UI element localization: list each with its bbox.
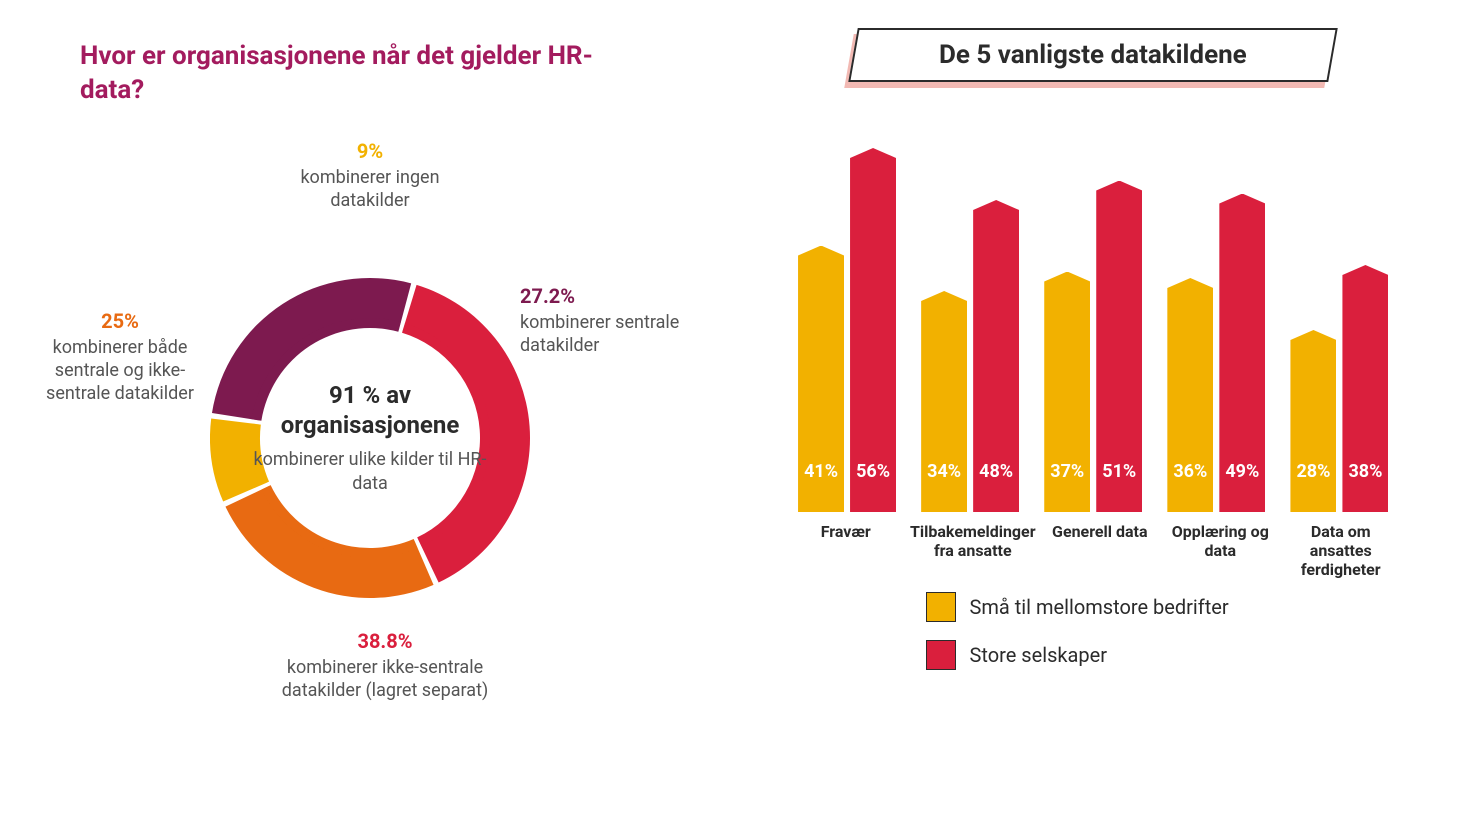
bar-value: 51% xyxy=(1096,461,1142,482)
right-title-box: De 5 vanligste datakildene xyxy=(853,28,1333,82)
bar-value: 34% xyxy=(921,461,967,482)
legend-swatch xyxy=(926,592,956,622)
donut-segment-pct: 27.2% xyxy=(520,283,690,309)
legend-row: Små til mellomstore bedrifter xyxy=(926,592,1432,622)
left-panel: Hvor er organisasjonene når det gjelder … xyxy=(0,0,736,817)
bar-large: 49% xyxy=(1219,194,1265,513)
bar-smb: 37% xyxy=(1044,272,1090,513)
bar-value: 28% xyxy=(1290,461,1336,482)
bar-group: 37% 51% xyxy=(1032,181,1155,513)
bar-category-label: Opplæring og data xyxy=(1160,522,1280,580)
legend-row: Store selskaper xyxy=(926,640,1432,670)
left-title: Hvor er organisasjonene når det gjelder … xyxy=(80,40,600,108)
bar-smb: 41% xyxy=(798,246,844,513)
bar-value: 37% xyxy=(1044,461,1090,482)
donut-segment-text: kombinerer ingen datakilder xyxy=(300,167,439,211)
legend-label: Store selskaper xyxy=(970,643,1108,667)
bar-large: 48% xyxy=(973,200,1019,512)
bar-group: 28% 38% xyxy=(1278,265,1401,512)
bar-value: 48% xyxy=(973,461,1019,482)
donut-segment-pct: 38.8% xyxy=(270,628,500,654)
bar-category-label: Generell data xyxy=(1040,522,1160,580)
bar-chart: 41%56%34%48%37%51%36%49%28%38% FraværTil… xyxy=(776,122,1412,552)
donut-segment-text: kombinerer sentrale datakilder xyxy=(520,312,679,356)
bar-large: 38% xyxy=(1342,265,1388,512)
bar-smb: 28% xyxy=(1290,330,1336,512)
donut-segment-label: 27.2% kombinerer sentrale datakilder xyxy=(520,283,690,358)
infographic-container: Hvor er organisasjonene når det gjelder … xyxy=(0,0,1471,817)
donut-segment-pct: 9% xyxy=(270,138,470,164)
bar-value: 38% xyxy=(1342,461,1388,482)
donut-segment-label: 25% kombinerer både sentrale og ikke-sent… xyxy=(30,308,210,406)
bar-category-label: Fravær xyxy=(786,522,906,580)
bar-large: 56% xyxy=(850,148,896,512)
bar-category-label: Tilbakemeldinger fra ansatte xyxy=(906,522,1040,580)
legend-swatch xyxy=(926,640,956,670)
bar-value: 41% xyxy=(798,461,844,482)
bar-category-label: Data om ansattes ferdigheter xyxy=(1281,522,1401,580)
bar-smb: 34% xyxy=(921,291,967,512)
bar-value: 49% xyxy=(1219,461,1265,482)
donut-segment-text: kombinerer både sentrale og ikke-sentral… xyxy=(46,337,194,405)
donut-center-sub: kombinerer ulike kilder til HR-data xyxy=(250,448,490,495)
donut-segment-label: 9% kombinerer ingen datakilder xyxy=(270,138,470,213)
donut-segment-text: kombinerer ikke-sentrale datakilder (lag… xyxy=(282,657,488,701)
legend-label: Små til mellomstore bedrifter xyxy=(970,595,1229,619)
bar-group: 34% 48% xyxy=(909,200,1032,512)
bar-smb: 36% xyxy=(1167,278,1213,512)
bar-group: 41% 56% xyxy=(786,148,909,512)
donut-center-text: 91 % av organisasjonene kombinerer ulike… xyxy=(210,278,530,598)
donut-segment-pct: 25% xyxy=(30,308,210,334)
bar-value: 36% xyxy=(1167,461,1213,482)
bar-group: 36% 49% xyxy=(1155,194,1278,513)
donut-segment-label: 38.8% kombinerer ikke-sentrale datakilder… xyxy=(270,628,500,703)
right-panel: De 5 vanligste datakildene 41%56%34%48%3… xyxy=(736,0,1471,817)
bar-large: 51% xyxy=(1096,181,1142,513)
right-title-front: De 5 vanligste datakildene xyxy=(848,28,1338,82)
donut-center-big: 91 % av organisasjonene xyxy=(250,380,490,440)
right-title-text: De 5 vanligste datakildene xyxy=(939,40,1247,70)
legend: Små til mellomstore bedrifter Store selsk… xyxy=(756,592,1432,670)
donut-area: 91 % av organisasjonene kombinerer ulike… xyxy=(80,168,706,728)
bar-value: 56% xyxy=(850,461,896,482)
